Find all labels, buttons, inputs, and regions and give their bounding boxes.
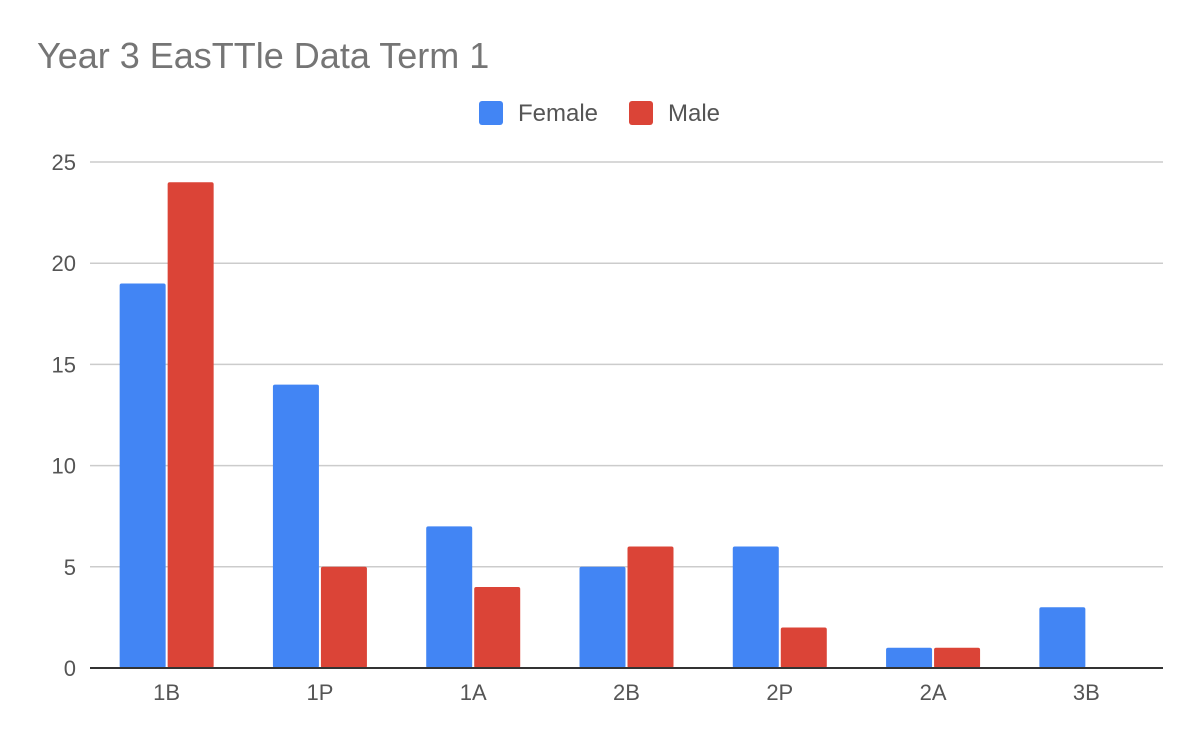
y-tick-label: 0 [64, 656, 76, 681]
bar-male-2p [780, 627, 827, 668]
x-tick-label: 1P [306, 680, 333, 705]
bar-male-1a [474, 587, 521, 668]
x-tick-label: 2B [613, 680, 640, 705]
bar-female-1b [119, 283, 166, 668]
x-tick-label: 2P [766, 680, 793, 705]
gridlines [90, 161, 1163, 568]
bar-female-2p [732, 546, 779, 668]
legend-swatch-female [479, 101, 503, 125]
x-tick-label: 1A [460, 680, 487, 705]
x-axis-tick-labels: 1B 1P 1A 2B 2P 2A 3B [153, 680, 1100, 705]
bar-female-2a [886, 647, 933, 668]
y-tick-label: 20 [52, 251, 76, 276]
chart-title: Year 3 EasTTle Data Term 1 [37, 35, 489, 76]
y-tick-label: 15 [52, 352, 76, 377]
bar-male-2b [627, 546, 674, 668]
x-tick-label: 3B [1073, 680, 1100, 705]
legend-swatch-male [629, 101, 653, 125]
y-tick-label: 25 [52, 150, 76, 175]
bar-female-1p [272, 384, 319, 668]
bar-male-1p [320, 566, 367, 668]
bars [119, 182, 1086, 669]
bar-male-1b [167, 182, 214, 669]
bar-female-2b [579, 566, 626, 668]
legend: Female Male [479, 100, 720, 127]
x-tick-label: 1B [153, 680, 180, 705]
legend-label-female: Female [518, 100, 598, 127]
bar-male-2a [934, 647, 981, 668]
bar-female-1a [426, 526, 473, 668]
y-axis-tick-labels: 0 5 10 15 20 25 [52, 150, 76, 681]
legend-label-male: Male [668, 100, 720, 127]
bar-female-3b [1039, 607, 1086, 668]
x-tick-label: 2A [920, 680, 947, 705]
y-tick-label: 5 [64, 555, 76, 580]
y-tick-label: 10 [52, 454, 76, 479]
